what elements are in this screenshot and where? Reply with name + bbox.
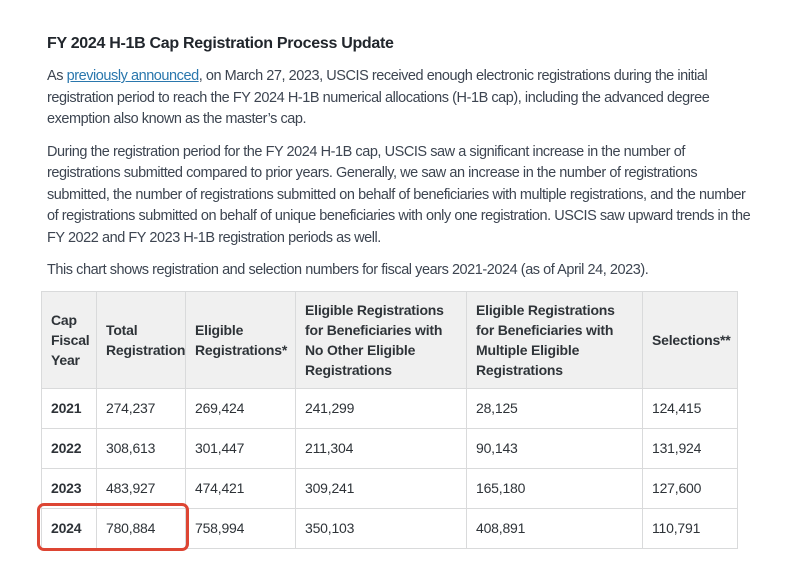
value-cell: 408,891	[466, 507, 643, 549]
value-cell: 90,143	[466, 427, 643, 469]
value-cell: 308,613	[96, 427, 186, 469]
value-cell: 483,927	[96, 467, 186, 509]
value-cell: 110,791	[642, 507, 738, 549]
page: FY 2024 H-1B Cap Registration Process Up…	[37, 35, 754, 551]
value-cell: 124,415	[642, 387, 738, 429]
column-header-cap-fiscal-year: Cap Fiscal Year	[41, 290, 97, 389]
year-cell: 2023	[41, 467, 97, 509]
column-header-selections: Selections**	[642, 290, 738, 389]
value-cell: 127,600	[642, 467, 738, 509]
column-header-total-registrations: Total Registrations	[96, 290, 186, 389]
column-header-no-other-eligible: Eligible Registrations for Beneficiaries…	[295, 290, 467, 389]
value-cell: 780,884	[96, 507, 186, 549]
intro-prefix: As	[47, 68, 67, 84]
column-header-eligible-registrations: Eligible Registrations*	[185, 290, 296, 389]
value-cell: 274,237	[96, 387, 186, 429]
registrations-table: Cap Fiscal Year Total Registrations Elig…	[41, 290, 738, 549]
table-row-2021: 2021 274,237 269,424 241,299 28,125 124,…	[41, 387, 738, 429]
value-cell: 131,924	[642, 427, 738, 469]
year-cell: 2022	[41, 427, 97, 469]
table-row-2022: 2022 308,613 301,447 211,304 90,143 131,…	[41, 427, 738, 469]
value-cell: 241,299	[295, 387, 467, 429]
previously-announced-link[interactable]: previously announced	[66, 68, 200, 84]
value-cell: 165,180	[466, 467, 643, 509]
chart-description-paragraph: This chart shows registration and select…	[47, 262, 649, 278]
year-cell: 2021	[41, 387, 97, 429]
registration-increase-paragraph: During the registration period for the F…	[47, 143, 751, 246]
table-row-2023: 2023 483,927 474,421 309,241 165,180 127…	[41, 467, 738, 509]
value-cell: 309,241	[295, 467, 467, 509]
column-header-multiple-eligible: Eligible Registrations for Beneficiaries…	[466, 290, 643, 389]
table-row-2024: 2024 780,884 758,994 350,103 408,891 110…	[41, 507, 738, 549]
value-cell: 28,125	[466, 387, 643, 429]
page-title: FY 2024 H-1B Cap Registration Process Up…	[47, 35, 394, 52]
intro-suffix: , on March 27, 2023, USCIS received enou…	[47, 68, 710, 127]
value-cell: 211,304	[295, 427, 467, 469]
registrations-table-container: Cap Fiscal Year Total Registrations Elig…	[37, 290, 754, 551]
value-cell: 301,447	[185, 427, 296, 469]
intro-paragraph: As previously announced, on March 27, 20…	[47, 66, 753, 131]
table-header-row: Cap Fiscal Year Total Registrations Elig…	[41, 290, 738, 389]
value-cell: 269,424	[185, 387, 296, 429]
value-cell: 474,421	[185, 467, 296, 509]
year-cell: 2024	[41, 507, 97, 549]
value-cell: 758,994	[185, 507, 296, 549]
value-cell: 350,103	[295, 507, 467, 549]
